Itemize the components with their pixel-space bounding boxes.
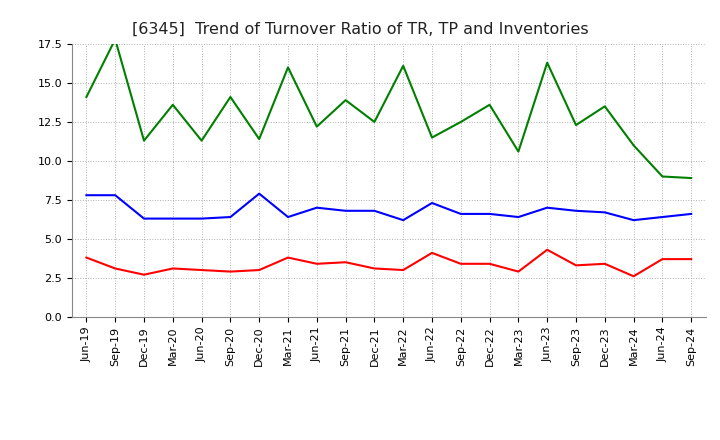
Trade Payables — [456, 211, 465, 216]
Inventories — [284, 65, 292, 70]
Trade Payables — [111, 193, 120, 198]
Inventories — [485, 102, 494, 107]
Inventories — [168, 102, 177, 107]
Text: [6345]  Trend of Turnover Ratio of TR, TP and Inventories: [6345] Trend of Turnover Ratio of TR, TP… — [132, 22, 588, 37]
Trade Receivables — [284, 255, 292, 260]
Inventories — [572, 122, 580, 128]
Trade Receivables — [485, 261, 494, 267]
Trade Receivables — [312, 261, 321, 267]
Trade Payables — [629, 217, 638, 223]
Inventories — [82, 94, 91, 99]
Trade Payables — [312, 205, 321, 210]
Trade Payables — [226, 214, 235, 220]
Trade Payables — [600, 210, 609, 215]
Trade Payables — [572, 208, 580, 213]
Line: Trade Receivables: Trade Receivables — [86, 250, 691, 276]
Trade Receivables — [687, 257, 696, 262]
Trade Receivables — [140, 272, 148, 277]
Trade Receivables — [370, 266, 379, 271]
Trade Receivables — [82, 255, 91, 260]
Inventories — [514, 149, 523, 154]
Trade Payables — [485, 211, 494, 216]
Trade Payables — [428, 200, 436, 205]
Trade Payables — [284, 214, 292, 220]
Inventories — [226, 94, 235, 99]
Trade Payables — [514, 214, 523, 220]
Trade Payables — [658, 214, 667, 220]
Trade Receivables — [428, 250, 436, 256]
Inventories — [255, 136, 264, 142]
Inventories — [428, 135, 436, 140]
Trade Payables — [370, 208, 379, 213]
Trade Payables — [543, 205, 552, 210]
Trade Payables — [82, 193, 91, 198]
Trade Receivables — [111, 266, 120, 271]
Inventories — [312, 124, 321, 129]
Line: Inventories: Inventories — [86, 39, 691, 178]
Inventories — [370, 119, 379, 125]
Trade Receivables — [456, 261, 465, 267]
Inventories — [600, 104, 609, 109]
Inventories — [111, 37, 120, 42]
Line: Trade Payables: Trade Payables — [86, 194, 691, 220]
Trade Receivables — [168, 266, 177, 271]
Inventories — [341, 98, 350, 103]
Trade Receivables — [197, 268, 206, 273]
Trade Receivables — [572, 263, 580, 268]
Trade Receivables — [629, 274, 638, 279]
Trade Payables — [168, 216, 177, 221]
Trade Payables — [197, 216, 206, 221]
Trade Payables — [687, 211, 696, 216]
Trade Payables — [140, 216, 148, 221]
Trade Receivables — [341, 260, 350, 265]
Trade Receivables — [658, 257, 667, 262]
Inventories — [140, 138, 148, 143]
Trade Receivables — [543, 247, 552, 253]
Trade Receivables — [600, 261, 609, 267]
Inventories — [629, 143, 638, 148]
Inventories — [687, 176, 696, 181]
Trade Payables — [399, 217, 408, 223]
Trade Receivables — [514, 269, 523, 274]
Inventories — [456, 119, 465, 125]
Inventories — [658, 174, 667, 179]
Inventories — [543, 60, 552, 66]
Trade Receivables — [226, 269, 235, 274]
Trade Receivables — [255, 268, 264, 273]
Inventories — [197, 138, 206, 143]
Trade Payables — [255, 191, 264, 196]
Trade Receivables — [399, 268, 408, 273]
Inventories — [399, 63, 408, 69]
Trade Payables — [341, 208, 350, 213]
